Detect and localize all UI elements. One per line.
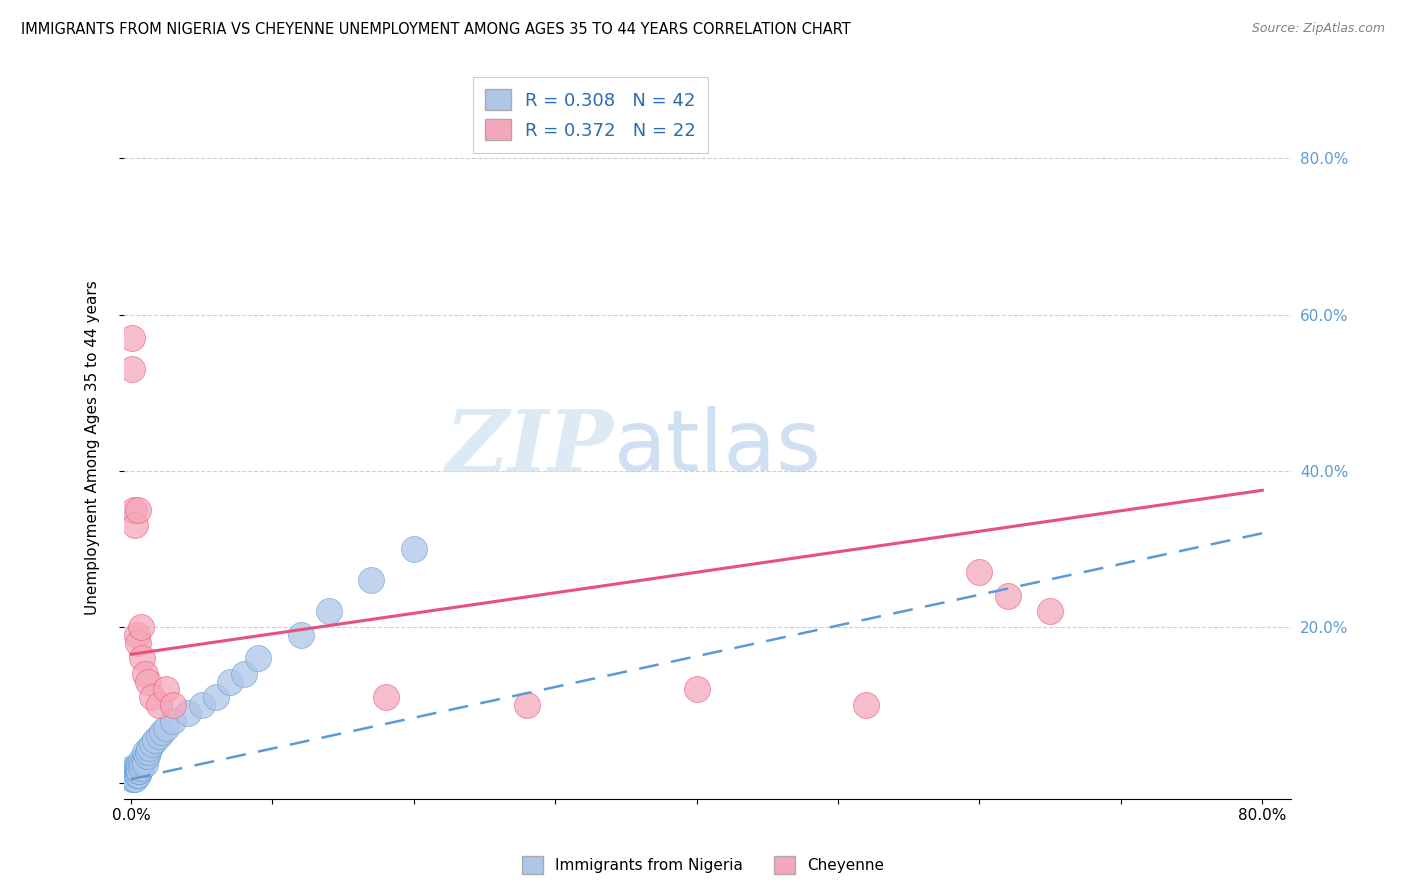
- Point: [143, 733, 166, 747]
- Y-axis label: Unemployment Among Ages 35 to 44 years: Unemployment Among Ages 35 to 44 years: [86, 280, 100, 615]
- Text: ZIP: ZIP: [446, 406, 614, 489]
- Point: [402, 541, 425, 556]
- Point: [127, 503, 149, 517]
- Point: [131, 651, 153, 665]
- Point: [121, 331, 143, 345]
- Point: [124, 768, 146, 782]
- Point: [148, 729, 170, 743]
- Text: atlas: atlas: [614, 406, 823, 489]
- Point: [150, 725, 173, 739]
- Point: [125, 628, 148, 642]
- Point: [122, 772, 145, 787]
- Point: [132, 753, 155, 767]
- Point: [162, 698, 184, 712]
- Point: [122, 768, 145, 782]
- Point: [141, 737, 163, 751]
- Point: [121, 772, 143, 787]
- Point: [516, 698, 538, 712]
- Legend: Immigrants from Nigeria, Cheyenne: Immigrants from Nigeria, Cheyenne: [516, 850, 890, 880]
- Point: [134, 745, 156, 759]
- Point: [129, 753, 152, 767]
- Point: [374, 690, 396, 705]
- Point: [233, 666, 256, 681]
- Point: [128, 764, 150, 779]
- Point: [318, 604, 340, 618]
- Point: [121, 362, 143, 376]
- Point: [190, 698, 212, 712]
- Point: [124, 518, 146, 533]
- Point: [127, 760, 149, 774]
- Point: [155, 722, 177, 736]
- Point: [125, 768, 148, 782]
- Text: Source: ZipAtlas.com: Source: ZipAtlas.com: [1251, 22, 1385, 36]
- Point: [205, 690, 228, 705]
- Point: [135, 748, 157, 763]
- Point: [138, 741, 160, 756]
- Point: [122, 764, 145, 779]
- Point: [855, 698, 877, 712]
- Point: [134, 756, 156, 771]
- Point: [997, 589, 1019, 603]
- Point: [129, 620, 152, 634]
- Point: [124, 764, 146, 779]
- Point: [290, 628, 312, 642]
- Text: IMMIGRANTS FROM NIGERIA VS CHEYENNE UNEMPLOYMENT AMONG AGES 35 TO 44 YEARS CORRE: IMMIGRANTS FROM NIGERIA VS CHEYENNE UNEM…: [21, 22, 851, 37]
- Point: [969, 566, 991, 580]
- Point: [121, 768, 143, 782]
- Point: [247, 651, 270, 665]
- Point: [219, 674, 242, 689]
- Point: [124, 760, 146, 774]
- Point: [127, 768, 149, 782]
- Point: [148, 698, 170, 712]
- Point: [155, 682, 177, 697]
- Point: [127, 635, 149, 649]
- Point: [136, 745, 159, 759]
- Point: [141, 690, 163, 705]
- Point: [134, 666, 156, 681]
- Legend: R = 0.308   N = 42, R = 0.372   N = 22: R = 0.308 N = 42, R = 0.372 N = 22: [472, 77, 709, 153]
- Point: [124, 772, 146, 787]
- Point: [360, 573, 382, 587]
- Point: [1039, 604, 1062, 618]
- Point: [128, 756, 150, 771]
- Point: [122, 503, 145, 517]
- Point: [125, 760, 148, 774]
- Point: [121, 760, 143, 774]
- Point: [129, 760, 152, 774]
- Point: [176, 706, 198, 720]
- Point: [136, 674, 159, 689]
- Point: [127, 764, 149, 779]
- Point: [685, 682, 707, 697]
- Point: [162, 714, 184, 728]
- Point: [131, 756, 153, 771]
